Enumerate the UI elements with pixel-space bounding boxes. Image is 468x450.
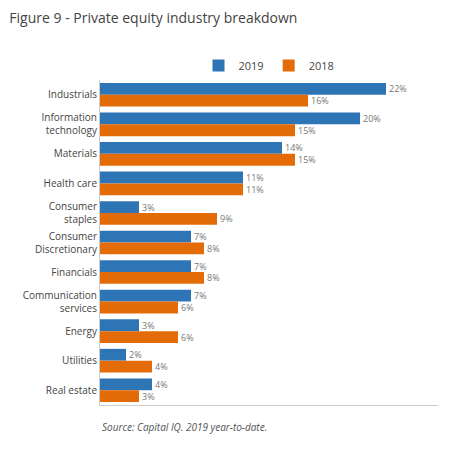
svg-text:Communicationservices: Communicationservices [23,288,97,315]
svg-text:20%: 20% [363,112,381,125]
svg-text:Materials: Materials [54,146,97,160]
svg-text:Informationtechnology: Informationtechnology [42,110,98,137]
svg-text:7%: 7% [194,260,207,273]
svg-text:3%: 3% [142,201,155,214]
svg-text:9%: 9% [220,212,233,225]
svg-text:Figure 9 - Private equity indu: Figure 9 - Private equity industry break… [9,8,297,27]
svg-text:Financials: Financials [51,265,97,279]
svg-text:16%: 16% [311,94,329,107]
svg-text:Consumerstaples: Consumerstaples [49,199,98,226]
svg-text:15%: 15% [298,124,316,137]
svg-text:7%: 7% [194,230,207,243]
svg-text:ConsumerDiscretionary: ConsumerDiscretionary [35,229,98,256]
svg-text:3%: 3% [142,390,155,403]
svg-text:Health care: Health care [44,176,98,190]
svg-text:4%: 4% [155,360,168,373]
svg-text:11%: 11% [246,171,264,184]
svg-text:Source: Capital IQ. 2019 year-: Source: Capital IQ. 2019 year-to-date. [102,420,267,434]
svg-text:2019: 2019 [239,58,264,73]
svg-text:6%: 6% [181,301,194,314]
svg-text:8%: 8% [207,271,220,284]
svg-text:11%: 11% [246,183,264,196]
svg-text:Real estate: Real estate [46,383,98,397]
svg-text:2%: 2% [129,348,142,361]
svg-text:Utilities: Utilities [62,353,97,367]
svg-text:8%: 8% [207,242,220,255]
svg-text:4%: 4% [155,378,168,391]
svg-text:Energy: Energy [65,324,98,338]
svg-text:22%: 22% [389,82,407,95]
svg-text:3%: 3% [142,319,155,332]
svg-text:Industrials: Industrials [48,87,97,101]
svg-text:2018: 2018 [309,58,334,73]
svg-text:14%: 14% [285,141,303,154]
svg-text:6%: 6% [181,331,194,344]
svg-text:15%: 15% [298,153,316,166]
svg-text:7%: 7% [194,289,207,302]
